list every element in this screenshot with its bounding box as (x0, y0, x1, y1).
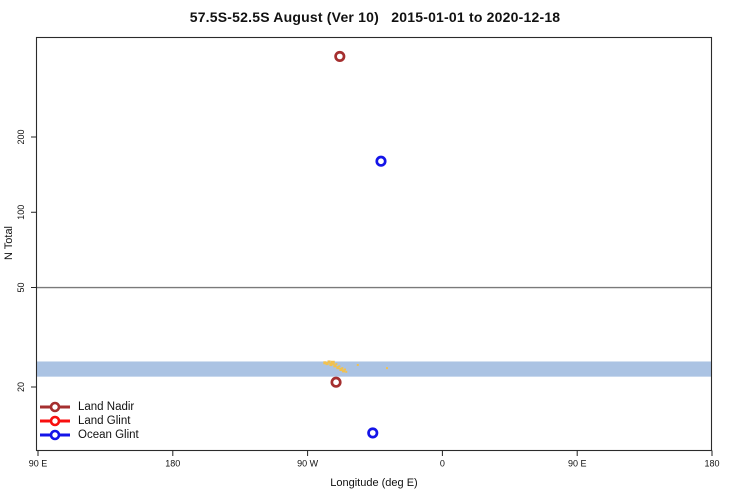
small-mark (341, 367, 344, 370)
small-mark (344, 368, 347, 371)
small-mark (356, 363, 359, 366)
legend: Land Nadir Land Glint Ocean Glint (39, 401, 139, 441)
small-mark (338, 365, 341, 368)
data-point (375, 155, 387, 167)
chart-title: 57.5S-52.5S August (Ver 10) 2015-01-01 t… (189, 9, 561, 25)
legend-item-land-nadir: Land Nadir (39, 401, 139, 413)
plot-border (35, 36, 713, 452)
legend-label: Ocean Glint (78, 429, 139, 441)
small-mark (333, 364, 337, 368)
legend-item-ocean-glint: Ocean Glint (39, 429, 139, 441)
small-mark (323, 361, 327, 365)
y-tick-label: 200 (16, 129, 26, 144)
small-mark (336, 366, 340, 370)
x-tick-label: 90 E (568, 459, 587, 469)
x-tick-label: 180 (704, 459, 719, 469)
data-point (334, 50, 346, 62)
data-point (330, 376, 342, 388)
small-mark (335, 363, 338, 366)
legend-symbol-open-circle-icon (40, 415, 70, 427)
highlight-band (37, 361, 711, 377)
small-mark (342, 369, 346, 373)
x-tick-label: 90 E (29, 459, 48, 469)
x-axis-label: Longitude (deg E) (330, 477, 418, 489)
legend-label: Land Glint (78, 415, 131, 427)
legend-label: Land Nadir (78, 401, 135, 413)
small-mark (325, 362, 329, 366)
x-tick-label: 0 (440, 459, 445, 469)
legend-symbol-open-circle-icon (40, 401, 70, 413)
small-mark (330, 360, 335, 365)
x-tick-label: 180 (165, 459, 180, 469)
legend-item-land-glint: Land Glint (39, 415, 139, 427)
small-mark (339, 367, 343, 371)
small-mark (345, 370, 348, 373)
x-tick-label: 90 W (297, 459, 319, 469)
small-mark (385, 367, 388, 370)
data-point (367, 427, 379, 439)
y-tick-label: 50 (16, 283, 26, 293)
small-mark (327, 360, 331, 364)
y-tick-label: 100 (16, 205, 26, 220)
y-tick-label: 20 (16, 382, 26, 392)
legend-symbol-open-circle-icon (40, 429, 70, 441)
